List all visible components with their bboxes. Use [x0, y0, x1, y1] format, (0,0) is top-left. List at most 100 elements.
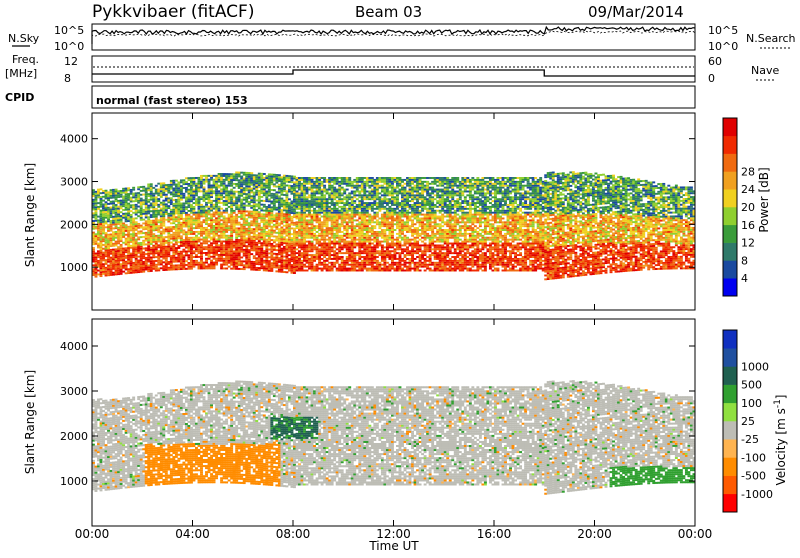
power-cell: [132, 239, 135, 241]
power-cell: [177, 216, 180, 218]
power-cell: [115, 223, 118, 225]
power-cell: [140, 213, 143, 215]
power-cell: [263, 229, 266, 231]
power-cell: [105, 226, 108, 228]
power-cell: [260, 250, 263, 252]
power-cell: [177, 268, 180, 270]
power-cell: [321, 185, 324, 187]
power-heatmap: [92, 171, 695, 280]
power-cell: [371, 260, 374, 262]
power-cell: [105, 271, 108, 273]
power-cell: [175, 211, 178, 213]
power-cell: [306, 231, 309, 233]
power-cell: [363, 227, 366, 229]
power-cell: [280, 269, 283, 271]
power-cell: [213, 206, 216, 208]
power-cell: [170, 257, 173, 259]
power-cell: [311, 256, 314, 258]
nave-tick-bottom: 0: [708, 72, 715, 85]
power-cell: [275, 253, 278, 255]
power-cell: [356, 243, 359, 245]
power-cell: [285, 271, 288, 273]
power-cell: [167, 234, 170, 236]
power-cell: [275, 191, 278, 193]
power-cell: [270, 212, 273, 214]
power-cell: [167, 217, 170, 219]
power-cell: [95, 206, 98, 208]
power-cell: [371, 243, 374, 245]
power-cell: [263, 233, 266, 235]
power-cell: [177, 189, 180, 191]
power-cell: [107, 247, 110, 249]
power-cell: [172, 247, 175, 249]
power-cell: [318, 223, 321, 225]
power-cell: [386, 210, 389, 212]
power-cell: [240, 243, 243, 245]
power-cell: [316, 216, 319, 218]
power-cell: [293, 195, 296, 197]
power-cell: [200, 175, 203, 177]
power-cell: [147, 243, 150, 245]
power-cell: [396, 241, 399, 243]
power-cell: [150, 260, 153, 262]
power-cell: [177, 247, 180, 249]
power-cell: [328, 252, 331, 254]
power-cell: [172, 232, 175, 234]
power-cell: [198, 250, 201, 252]
power-cell: [185, 241, 188, 243]
power-cell: [346, 200, 349, 202]
power-cell: [238, 241, 241, 243]
power-cell: [273, 185, 276, 187]
power-cell: [200, 212, 203, 214]
power-cell: [203, 240, 206, 242]
power-cell: [160, 202, 163, 204]
power-cell: [313, 216, 316, 218]
power-cell: [371, 177, 374, 179]
power-cell: [376, 219, 379, 221]
power-cell: [110, 195, 113, 197]
power-cell: [142, 242, 145, 244]
power-cell: [253, 180, 256, 182]
power-cell: [162, 267, 165, 269]
power-cell: [142, 226, 145, 228]
power-cell: [110, 251, 113, 253]
power-cell: [293, 224, 296, 226]
power-cell: [122, 223, 125, 225]
power-cell: [147, 218, 150, 220]
power-cell: [386, 243, 389, 245]
power-cell: [318, 244, 321, 246]
power-cell: [404, 270, 407, 272]
power-cell: [346, 218, 349, 220]
power-cell: [255, 205, 258, 207]
power-cell: [162, 265, 165, 267]
power-cell: [373, 256, 376, 258]
power-cell: [383, 231, 386, 233]
power-cell: [140, 198, 143, 200]
power-cell: [346, 270, 349, 272]
power-cell: [213, 250, 216, 252]
power-cell: [152, 195, 155, 197]
power-cell: [371, 256, 374, 258]
power-cell: [338, 210, 341, 212]
power-cell: [100, 250, 103, 252]
power-cell: [323, 268, 326, 270]
power-cell: [396, 187, 399, 189]
power-cell: [280, 227, 283, 229]
power-cell: [321, 225, 324, 227]
power-cell: [346, 221, 349, 223]
power-cell: [278, 176, 281, 178]
power-cell: [301, 268, 304, 270]
power-cell: [376, 198, 379, 200]
power-cell: [253, 232, 256, 234]
power-cell: [293, 199, 296, 201]
power-cell: [235, 251, 238, 253]
power-cell: [250, 176, 253, 178]
power-cell: [175, 239, 178, 241]
power-cell: [288, 191, 291, 193]
power-cell: [346, 214, 349, 216]
power-cell: [208, 265, 211, 267]
power-cell: [175, 189, 178, 191]
power-cell: [160, 221, 163, 223]
power-cell: [205, 248, 208, 250]
power-cell: [152, 252, 155, 254]
